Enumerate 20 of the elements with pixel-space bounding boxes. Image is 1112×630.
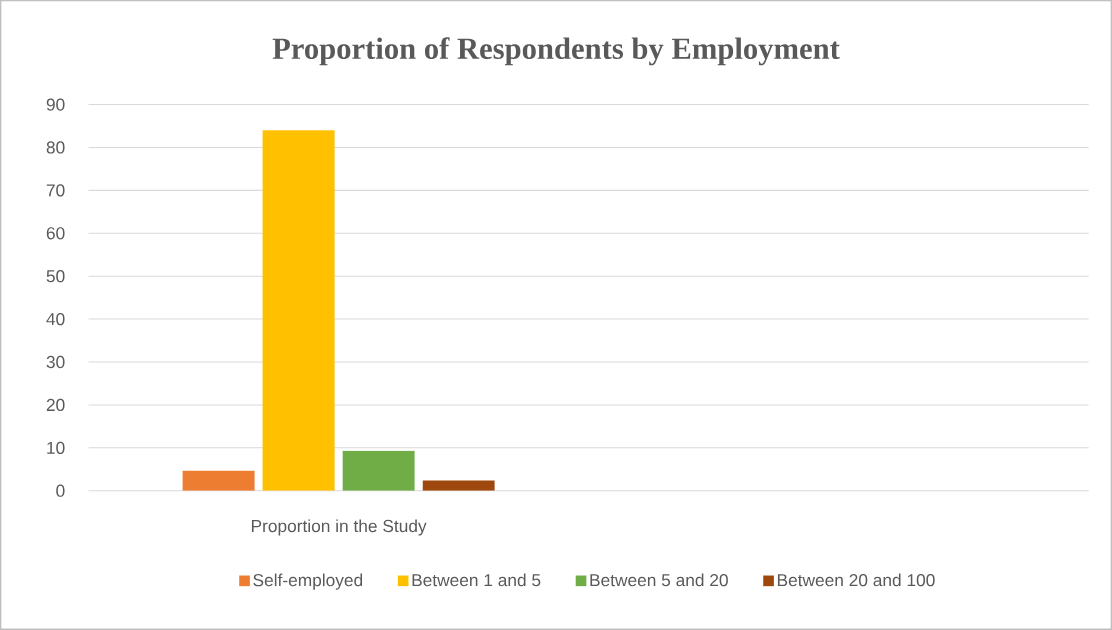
legend-label: Self-employed <box>253 573 363 590</box>
legend-label: Between 5 and 20 <box>590 573 728 587</box>
chart-title: Proportion of Respondents by Employment <box>272 37 840 66</box>
bar <box>182 470 255 491</box>
y-tick-label: 0 <box>56 484 65 497</box>
y-tick-label: 10 <box>47 441 65 454</box>
y-tick-label: 70 <box>46 184 65 197</box>
bar <box>422 480 495 491</box>
y-tick-label: 80 <box>46 141 65 154</box>
legend-label: Between 1 and 5 <box>412 573 541 587</box>
bar <box>262 130 335 491</box>
y-tick-label: 60 <box>46 227 65 240</box>
bar <box>342 450 415 491</box>
legend-label: Between 20 and 100 <box>777 573 935 587</box>
y-tick-label: 50 <box>46 270 65 283</box>
x-tick-label: Proportion in the Study <box>251 519 427 536</box>
y-tick-label: 40 <box>46 313 65 326</box>
y-tick-label: 20 <box>46 398 65 412</box>
y-tick-label: 90 <box>46 98 65 111</box>
y-tick-label: 30 <box>46 355 65 369</box>
